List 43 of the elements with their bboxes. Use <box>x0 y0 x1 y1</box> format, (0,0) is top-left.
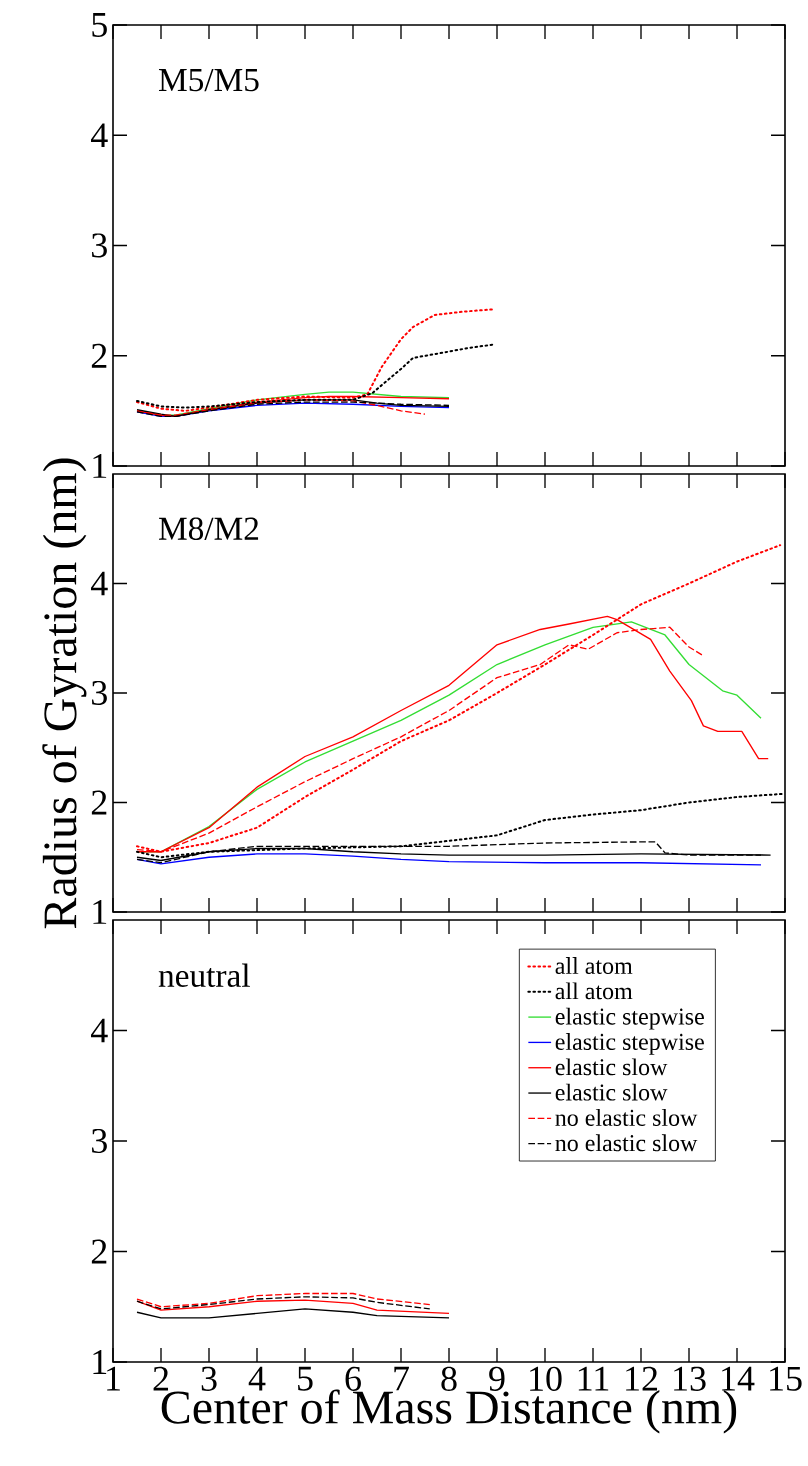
y-tick-label: 3 <box>92 680 107 706</box>
x-tick-label: 12 <box>626 1366 658 1391</box>
legend-label: elastic slow <box>555 1083 668 1101</box>
x-tick-label: 8 <box>441 1366 457 1391</box>
y-tick-label: 2 <box>91 1239 107 1264</box>
x-tick-label: 4 <box>248 1366 266 1391</box>
x-tick-label: 10 <box>530 1366 562 1391</box>
y-tick-label: 1 <box>93 900 107 924</box>
y-tick-label: 5 <box>92 13 107 37</box>
x-tick-label: 9 <box>489 1366 505 1391</box>
line-series <box>136 853 762 866</box>
x-tick-label: 14 <box>722 1366 755 1391</box>
legend-label: no elastic slow <box>555 1134 698 1152</box>
x-tick-label: 11 <box>578 1366 609 1391</box>
y-tick-label: 3 <box>92 233 107 258</box>
x-tick-label: 15 <box>770 1366 802 1391</box>
x-tick-label: 3 <box>201 1366 217 1391</box>
legend-label: no elastic slow <box>555 1109 698 1126</box>
line-series <box>136 1296 431 1310</box>
line-series <box>136 1308 450 1319</box>
y-tick-label: 2 <box>91 343 107 368</box>
x-tick-label: 7 <box>394 1366 409 1391</box>
x-tick-label: 6 <box>345 1366 361 1391</box>
y-tick-label: 1 <box>93 1350 107 1374</box>
y-tick-label: 1 <box>93 454 107 478</box>
legend-label: all atom <box>555 957 633 975</box>
line-series <box>136 544 782 853</box>
y-tick-label: 4 <box>91 123 108 148</box>
legend-label: all atom <box>555 982 633 1000</box>
y-axis-title: Radius of Gyration (nm) <box>42 458 87 929</box>
x-tick-label: 13 <box>674 1366 706 1391</box>
x-tick-label: 5 <box>298 1366 313 1391</box>
annotation: neutral <box>158 963 250 987</box>
y-tick-label: 4 <box>91 571 108 596</box>
legend-label: elastic slow <box>555 1058 668 1076</box>
annotation: M5/M5 <box>158 68 259 92</box>
y-tick-label: 3 <box>92 1128 107 1154</box>
legend-label: elastic stepwise <box>555 1033 704 1055</box>
annotation: M8/M2 <box>158 517 259 540</box>
y-tick-label: 2 <box>91 790 107 815</box>
x-tick-label: 2 <box>153 1366 169 1391</box>
legend-label: elastic stepwise <box>555 1007 704 1030</box>
y-tick-label: 4 <box>91 1018 108 1043</box>
